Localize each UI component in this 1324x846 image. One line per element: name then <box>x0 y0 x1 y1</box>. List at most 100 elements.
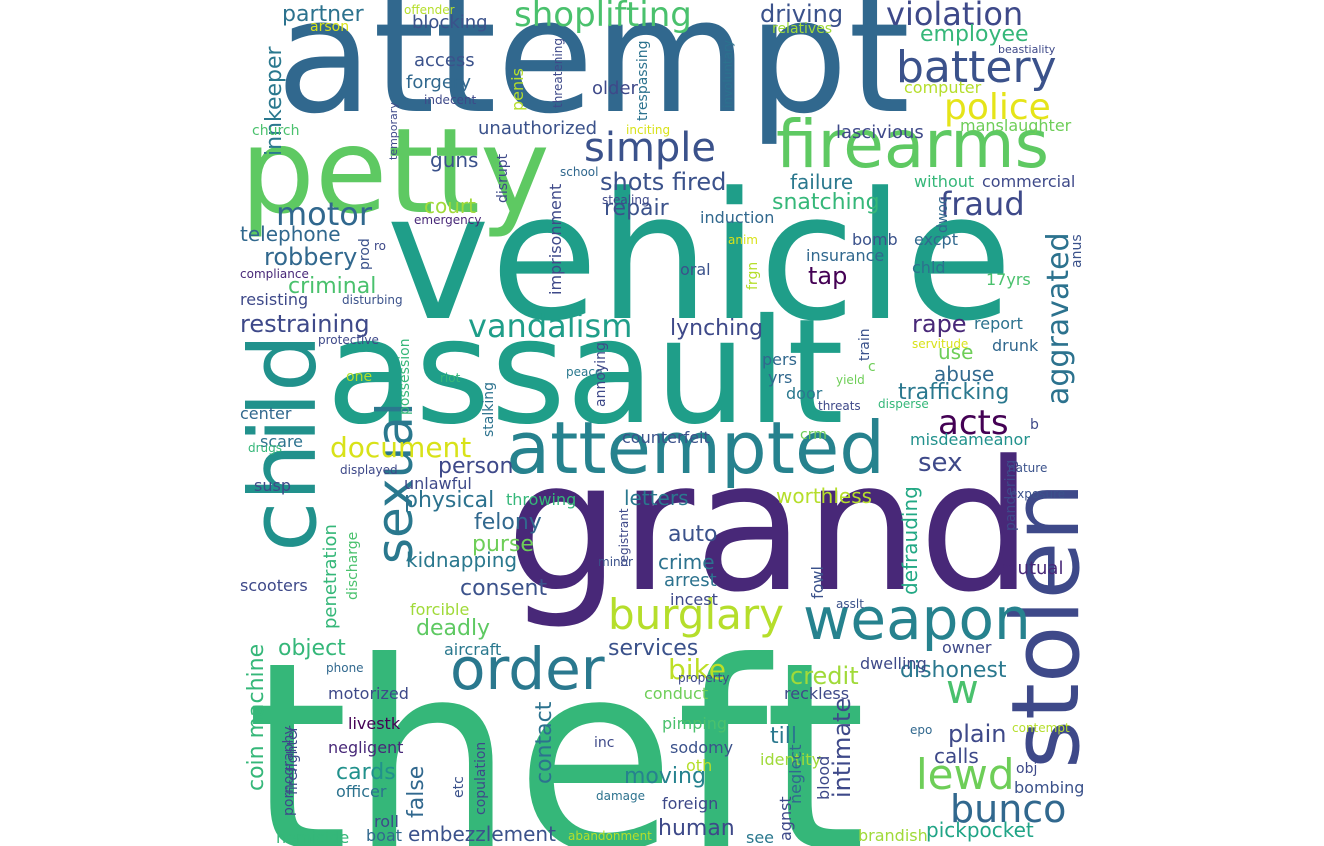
word-manslaughter: manslaughter <box>960 116 1072 135</box>
word-battery: battery <box>896 42 1057 93</box>
word-copulation: copulation <box>473 741 489 815</box>
word-lynching: lynching <box>670 316 764 341</box>
word-bombing: bombing <box>1014 778 1084 797</box>
word-emergency: emergency <box>414 213 482 227</box>
word-pornography: pornography <box>281 726 297 816</box>
word-fraud: fraud <box>940 185 1025 223</box>
word-simple: simple <box>584 125 717 171</box>
word-temporary: temporary <box>387 102 400 160</box>
word-bunco: bunco <box>950 787 1067 831</box>
word-indecent: indecent <box>424 93 477 107</box>
word-arrest: arrest <box>664 570 717 591</box>
word-scare: scare <box>260 432 304 451</box>
word-crime: crime <box>658 550 715 574</box>
word-rape: rape <box>912 310 967 338</box>
word-owner: owner <box>942 638 992 657</box>
word-identity: identity <box>760 750 822 769</box>
word-possession: possession <box>397 338 413 415</box>
word-firearms: firearms <box>776 106 1049 183</box>
word-displayed: displayed <box>340 463 398 477</box>
word-driving: driving <box>760 0 844 28</box>
word-worthless: worthless <box>776 484 873 508</box>
word-trespassing: trespassing <box>635 40 651 121</box>
word-cloud: theft vehicle attempt grand assault petty stol… <box>238 0 1084 846</box>
word-penis: penis <box>508 68 527 111</box>
word-felony: felony <box>474 510 542 535</box>
word-servitude: servitude <box>912 337 969 351</box>
word-services: services <box>608 636 699 661</box>
word-church: church <box>252 123 300 139</box>
word-stalking: stalking <box>481 381 497 437</box>
word-insurance: insurance <box>806 246 885 265</box>
word-epo: epo <box>910 723 933 737</box>
word-door: door <box>786 384 823 403</box>
word-homicide: homicide <box>276 828 350 846</box>
word-pimping: pimping <box>662 714 728 733</box>
word-fowl: fowl <box>808 566 827 599</box>
word-susp: susp <box>254 476 291 495</box>
word-coin-machine: coin machine <box>244 643 269 791</box>
word-robbery: robbery <box>264 243 358 271</box>
word-false: false <box>404 765 429 818</box>
word-compliance: compliance <box>240 267 309 281</box>
word-offender: offender <box>404 3 455 17</box>
word-human: human <box>658 816 735 841</box>
word-document: document <box>330 431 472 464</box>
word-pandering: pandering <box>1003 459 1019 531</box>
word-attempted: attempted <box>506 406 885 490</box>
word-anus: anus <box>1069 234 1084 268</box>
word-physical: physical <box>404 488 495 513</box>
word-disrupt: disrupt <box>495 153 511 203</box>
word-computer: computer <box>904 78 982 97</box>
word-letters: letters <box>624 486 689 510</box>
word-drugs: drugs <box>248 441 283 455</box>
word-property: property <box>678 671 730 685</box>
word-bomb: bomb <box>852 230 898 249</box>
word-c: c <box>868 359 876 375</box>
word-contact: contact <box>532 701 557 784</box>
word-protective: protective <box>318 333 379 347</box>
word-obj: obj <box>1016 761 1038 777</box>
word-relatives: relatives <box>772 21 833 37</box>
word-exposure: exposure <box>1010 487 1066 501</box>
word-attempt: attempt <box>276 0 911 149</box>
word-plain: plain <box>948 720 1007 748</box>
word-incest: incest <box>670 590 718 609</box>
word-partner: partner <box>282 2 364 27</box>
word-livestk: livestk <box>348 714 401 733</box>
word-boat: boat <box>366 826 403 845</box>
word-conduct: conduct <box>644 684 709 703</box>
word-abandonment: abandonment <box>568 829 652 843</box>
word-lascivious: lascivious <box>836 122 924 143</box>
word-intimate: intimate <box>828 697 856 798</box>
word-vandalism: vandalism <box>468 307 633 345</box>
word-lewd: lewd <box>916 750 1015 799</box>
word-auto: auto <box>668 522 718 547</box>
word-penetration: penetration <box>320 524 341 629</box>
word-inc: inc <box>594 735 615 751</box>
word-embezzlement: embezzlement <box>408 822 556 846</box>
word-shoplifting: shoplifting <box>514 0 692 35</box>
word-person: person <box>438 454 514 479</box>
word-moving: moving <box>624 764 706 789</box>
word-brandish: brandish <box>858 826 928 845</box>
word-phone: phone <box>326 661 364 675</box>
word-oral: oral <box>680 260 711 279</box>
word-train: train <box>857 328 873 361</box>
word-petty: petty <box>240 102 550 240</box>
word-roll: roll <box>374 812 399 831</box>
word-drunk: drunk <box>992 336 1039 355</box>
word-pickpocket: pickpocket <box>926 818 1034 842</box>
word-aircraft: aircraft <box>444 640 502 659</box>
word-object: object <box>278 636 346 661</box>
word-theft: theft <box>246 606 867 846</box>
word-involuntary: involuntary <box>721 39 735 108</box>
word-oth: oth <box>686 756 713 775</box>
word-bike: bike <box>668 653 726 686</box>
word-crm: crm <box>800 427 827 443</box>
word-yrs: yrs <box>768 368 793 387</box>
word-asslt: asslt <box>836 597 864 611</box>
word-school: school <box>560 165 599 179</box>
word-induction: induction <box>700 208 775 227</box>
word-violation: violation <box>886 0 1024 33</box>
